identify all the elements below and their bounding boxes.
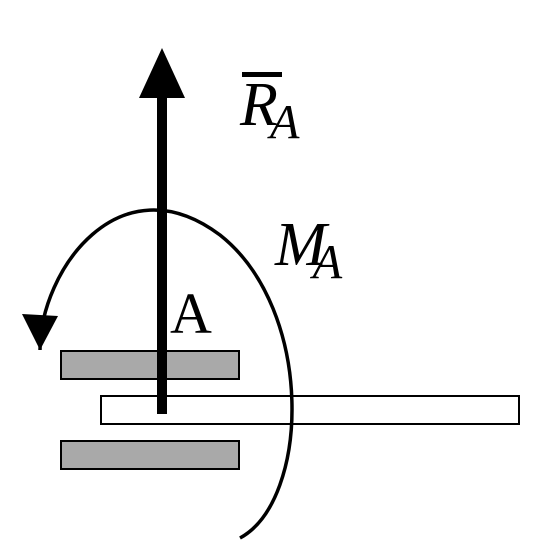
- point-label-text: A: [170, 281, 212, 346]
- moment-arc-arrowhead: [22, 314, 58, 350]
- reaction-force-label: RA: [240, 70, 307, 150]
- moment-label: MA: [275, 210, 356, 290]
- moment-label-sub: A: [313, 236, 343, 289]
- fbd-canvas: A RA MA: [0, 0, 544, 544]
- reaction-force-arrowhead: [139, 48, 185, 98]
- reaction-force-label-sub: A: [270, 96, 300, 149]
- point-label: A: [170, 280, 212, 347]
